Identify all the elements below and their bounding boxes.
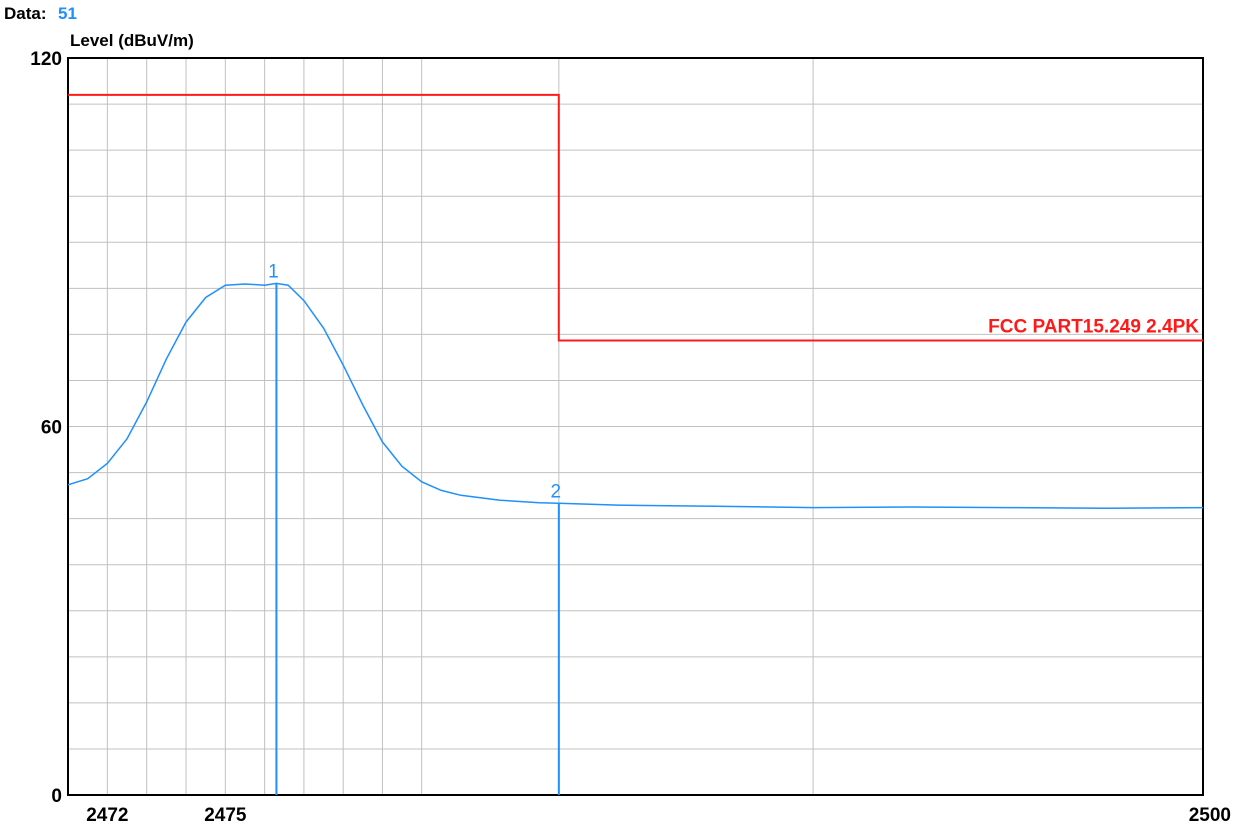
tick-labels: 0 60 120 2472 2475 2500 [30,49,1231,826]
x-tick-label: 2500 [1189,805,1231,826]
data-value: 51 [58,4,77,23]
limit-line-label: FCC PART15.249 2.4PK [988,317,1199,338]
y-tick-label: 0 [51,786,62,807]
y-axis-label: Level (dBuV/m) [70,31,194,50]
marker-label: 1 [268,261,279,282]
plot-frame [67,57,1204,796]
grid [68,58,1203,795]
measurement-trace [67,282,1204,509]
y-tick-label: 60 [41,418,62,439]
x-tick-label: 2475 [204,805,247,826]
x-tick-label: 2472 [86,805,128,826]
data-label: Data: [4,4,47,23]
y-tick-label: 120 [30,49,62,70]
markers-layer: 12 [268,261,561,795]
marker-label: 2 [551,481,562,502]
limit-line [68,93,1203,342]
series-layer [67,93,1204,509]
